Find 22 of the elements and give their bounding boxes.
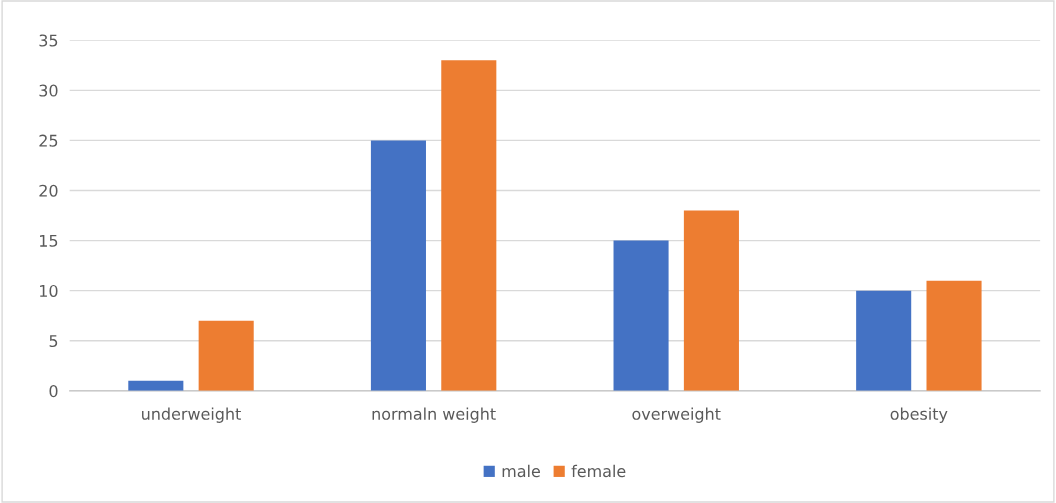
y-tick-label: 10 xyxy=(40,284,58,297)
x-tick-label: normaln weight xyxy=(372,407,496,423)
bar xyxy=(370,140,426,391)
y-tick-label: 30 xyxy=(39,84,58,97)
x-tick-label: underweight xyxy=(142,407,241,423)
bar xyxy=(926,280,982,391)
y-tick-label: 5 xyxy=(49,335,58,348)
bar xyxy=(613,240,669,391)
legend-label: male xyxy=(502,464,540,478)
bar xyxy=(198,320,254,391)
y-tick-label: 20 xyxy=(39,184,58,197)
bar xyxy=(128,380,184,391)
legend-label: female xyxy=(571,464,626,478)
y-tick-label: 35 xyxy=(39,34,58,47)
x-tick-label: obesity xyxy=(890,407,948,423)
y-tick-label: 0 xyxy=(49,385,58,398)
y-tick-label: 15 xyxy=(40,235,58,247)
bar xyxy=(441,60,497,391)
y-tick-label: 25 xyxy=(39,134,58,147)
x-tick-label: overweight xyxy=(632,407,721,423)
bar xyxy=(856,290,912,391)
bar xyxy=(683,210,739,391)
